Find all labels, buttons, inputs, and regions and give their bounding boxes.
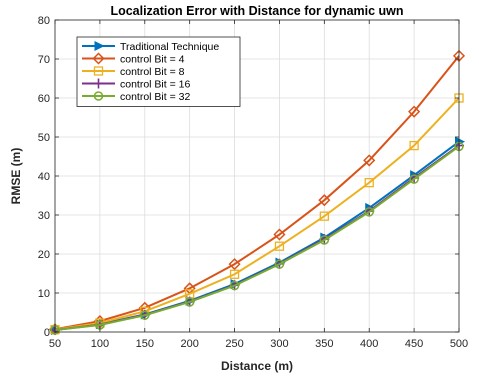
y-tick-label: 20: [38, 249, 50, 261]
diamond-marker: [92, 52, 105, 65]
x-axis-title: Distance (m): [221, 359, 293, 373]
x-tick-label: 250: [225, 338, 243, 350]
legend-label: Traditional Technique: [120, 41, 219, 53]
y-tick-label: 80: [38, 15, 50, 27]
x-tick-label: 300: [270, 338, 288, 350]
x-tick-label: 450: [405, 338, 423, 350]
chart-title: Localization Error with Distance for dyn…: [110, 4, 403, 18]
triangle-marker: [94, 40, 105, 52]
x-tick-label: 50: [49, 338, 61, 350]
square-marker: [229, 269, 240, 279]
series-line: [54, 55, 460, 331]
legend-entry: control Bit = 4: [82, 52, 185, 66]
y-tick-label: 40: [38, 171, 50, 183]
x-tick-label: 500: [450, 338, 468, 350]
legend-entry: Traditional Technique: [82, 40, 219, 53]
circle-marker: [184, 297, 195, 307]
legend-label: control Bit = 8: [120, 66, 185, 78]
y-tick-label: 50: [38, 132, 50, 144]
y-tick-label: 0: [44, 327, 50, 339]
ticks: 50 100 150 200 250 300 350 400 450 500 0 10 20 30 40 50…: [38, 15, 468, 350]
x-tick-label: 350: [315, 338, 333, 350]
circle-marker: [274, 259, 285, 269]
square-marker: [93, 66, 104, 76]
circle-marker: [140, 310, 150, 320]
diamond-marker: [318, 194, 331, 207]
legend-entry: control Bit = 16: [82, 78, 190, 91]
square-marker: [319, 211, 329, 221]
legend-entry: control Bit = 32: [82, 91, 190, 103]
legend-label: control Bit = 32: [120, 91, 190, 103]
plus-marker: [93, 78, 104, 89]
circle-marker: [229, 280, 240, 291]
circle-marker: [93, 91, 104, 101]
series-line: [54, 97, 460, 331]
x-tick-label: 400: [360, 338, 378, 350]
x-tick-label: 150: [136, 338, 154, 350]
circle-marker: [319, 235, 330, 245]
series-layer: [48, 49, 466, 336]
y-tick-label: 70: [38, 54, 50, 66]
y-axis-title: RMSE (m): [9, 148, 23, 205]
square-marker: [364, 177, 374, 188]
x-tick-label: 100: [91, 338, 109, 350]
y-tick-label: 30: [38, 210, 50, 222]
diamond-marker: [363, 154, 376, 167]
circle-marker: [409, 174, 419, 184]
x-tick-label: 200: [180, 338, 198, 350]
diamond-marker: [408, 105, 421, 118]
square-marker: [409, 140, 419, 151]
series-5: [50, 141, 464, 335]
y-tick-label: 60: [38, 93, 50, 105]
diamond-marker: [228, 258, 241, 271]
legend-label: control Bit = 16: [120, 79, 190, 91]
diamond-marker: [273, 228, 286, 241]
circle-marker: [364, 207, 374, 217]
square-marker: [274, 241, 285, 251]
series-line: [54, 145, 460, 332]
legend-label: control Bit = 4: [120, 54, 185, 66]
y-tick-label: 10: [38, 288, 50, 300]
legend-entry: control Bit = 8: [82, 66, 185, 78]
